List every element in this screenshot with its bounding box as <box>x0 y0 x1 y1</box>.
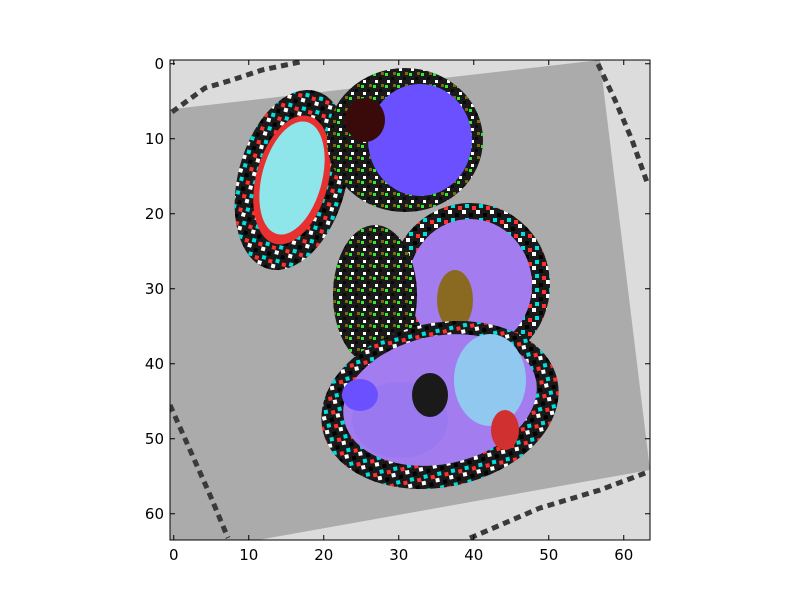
y-tick-label: 30 <box>145 280 164 298</box>
y-tick-label: 50 <box>145 430 164 448</box>
plot-frame <box>169 59 651 541</box>
y-tick-label: 60 <box>145 505 164 523</box>
y-axis: 0 10 20 30 40 50 60 <box>145 55 650 523</box>
y-tick-label: 20 <box>145 205 164 223</box>
heatmap-image <box>170 60 650 540</box>
square-edge-left <box>170 403 231 539</box>
x-tick-label: 10 <box>239 546 258 564</box>
x-tick-label: 20 <box>314 546 333 564</box>
x-tick-label: 60 <box>614 546 633 564</box>
square-edge-top <box>170 60 301 115</box>
square-edge-right <box>595 62 650 186</box>
digit-shape <box>234 68 559 489</box>
y-tick-label: 0 <box>154 55 164 73</box>
square-edge-bottom <box>469 469 649 540</box>
y-tick-label: 40 <box>145 355 164 373</box>
x-tick-label: 30 <box>389 546 408 564</box>
x-axis: 0 10 20 30 40 50 60 <box>169 60 633 564</box>
x-tick-label: 0 <box>169 546 179 564</box>
x-tick-label: 50 <box>539 546 558 564</box>
y-tick-label: 10 <box>145 130 164 148</box>
x-tick-label: 40 <box>464 546 483 564</box>
